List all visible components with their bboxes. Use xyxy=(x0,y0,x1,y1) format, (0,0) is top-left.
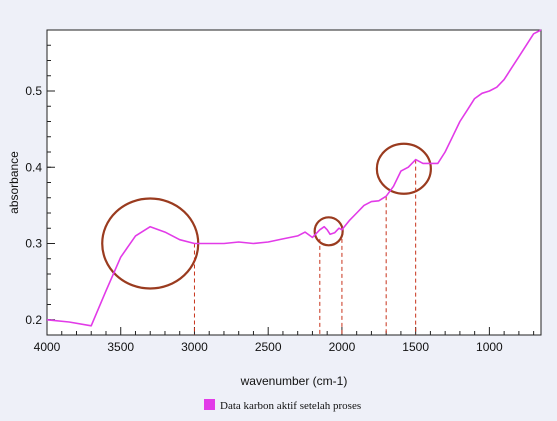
series-line xyxy=(46,29,542,327)
annotation-circle xyxy=(375,142,432,195)
x-tick-label: 3000 xyxy=(181,340,208,354)
legend: Data karbon aktif setelah proses xyxy=(204,399,361,412)
y-tick-label: 0.2 xyxy=(25,313,42,327)
x-axis-title: wavenumber (cm-1) xyxy=(240,374,348,388)
x-tick-label: 1500 xyxy=(402,340,429,354)
x-tick-label: 1000 xyxy=(476,340,503,354)
x-tick-label: 2500 xyxy=(255,340,282,354)
x-tick-label: 4000 xyxy=(34,340,61,354)
annotation-circle xyxy=(313,216,344,247)
y-tick-label: 0.4 xyxy=(25,160,42,174)
y-axis-title: absorbance xyxy=(7,151,21,214)
plot-background xyxy=(46,29,542,336)
axis-ticks: 4000 3500 3000 2500 2000 1500 1000 0.2 0.3 0.4 0.5… xyxy=(7,44,535,388)
legend-swatch xyxy=(204,399,215,410)
y-tick-label: 0.3 xyxy=(25,237,42,251)
x-tick-label: 3500 xyxy=(107,340,134,354)
y-tick-label: 0.5 xyxy=(25,84,42,98)
x-tick-label: 2000 xyxy=(329,340,356,354)
legend-label: Data karbon aktif setelah proses xyxy=(220,400,361,412)
